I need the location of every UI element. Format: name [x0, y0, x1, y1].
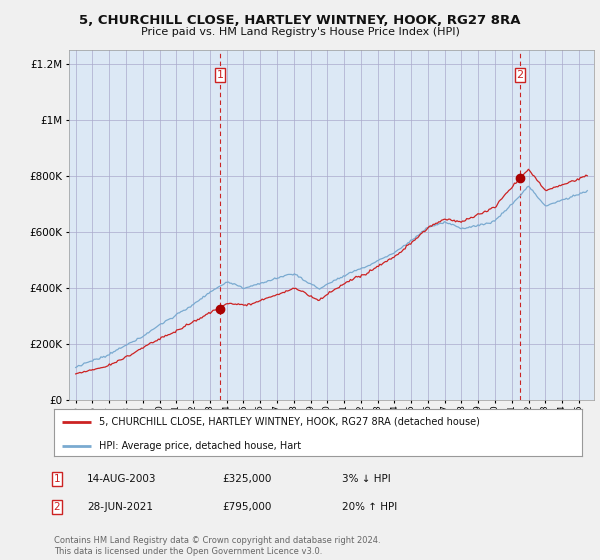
- Text: HPI: Average price, detached house, Hart: HPI: Average price, detached house, Hart: [99, 441, 301, 451]
- Text: £795,000: £795,000: [222, 502, 271, 512]
- Text: Contains HM Land Registry data © Crown copyright and database right 2024.
This d: Contains HM Land Registry data © Crown c…: [54, 536, 380, 556]
- Text: 5, CHURCHILL CLOSE, HARTLEY WINTNEY, HOOK, RG27 8RA: 5, CHURCHILL CLOSE, HARTLEY WINTNEY, HOO…: [79, 14, 521, 27]
- Text: 2: 2: [517, 70, 524, 80]
- Text: 14-AUG-2003: 14-AUG-2003: [87, 474, 157, 484]
- Text: Price paid vs. HM Land Registry's House Price Index (HPI): Price paid vs. HM Land Registry's House …: [140, 27, 460, 37]
- Text: £325,000: £325,000: [222, 474, 271, 484]
- Text: 1: 1: [53, 474, 61, 484]
- Text: 28-JUN-2021: 28-JUN-2021: [87, 502, 153, 512]
- Text: 5, CHURCHILL CLOSE, HARTLEY WINTNEY, HOOK, RG27 8RA (detached house): 5, CHURCHILL CLOSE, HARTLEY WINTNEY, HOO…: [99, 417, 480, 427]
- Text: 2: 2: [53, 502, 61, 512]
- Text: 1: 1: [217, 70, 224, 80]
- Text: 3% ↓ HPI: 3% ↓ HPI: [342, 474, 391, 484]
- Text: 20% ↑ HPI: 20% ↑ HPI: [342, 502, 397, 512]
